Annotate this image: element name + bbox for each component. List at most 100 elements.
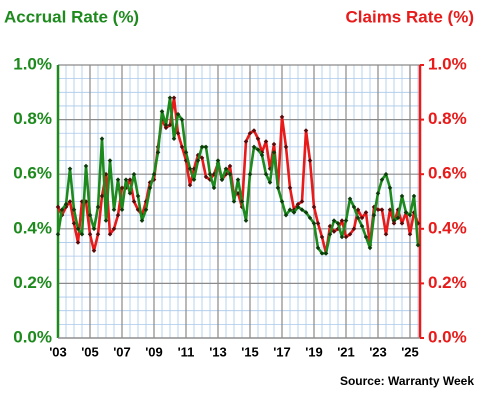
point <box>275 185 281 191</box>
point <box>239 199 245 204</box>
point <box>195 158 201 163</box>
point <box>403 210 409 215</box>
point <box>255 136 261 142</box>
point <box>211 185 217 191</box>
point <box>103 218 109 223</box>
point <box>75 240 81 245</box>
x-tick-label: '03 <box>49 344 67 359</box>
point <box>67 166 73 172</box>
point <box>175 111 181 117</box>
point <box>379 177 385 182</box>
point <box>271 150 277 155</box>
point <box>107 231 113 237</box>
point <box>387 185 393 191</box>
point <box>323 251 329 256</box>
point <box>99 193 105 199</box>
y-tick-label: 0.8% <box>13 109 52 128</box>
point <box>187 166 193 172</box>
point <box>55 204 61 210</box>
point <box>135 193 141 199</box>
point <box>399 193 405 199</box>
point <box>351 204 357 210</box>
point <box>399 221 405 226</box>
point <box>255 147 261 152</box>
source-note: Source: Warranty Week <box>340 374 474 388</box>
point <box>147 185 153 191</box>
y-axis-label: Accrual Rate (%) <box>4 7 139 26</box>
point <box>407 212 413 218</box>
point <box>103 171 109 177</box>
point <box>351 226 357 232</box>
point <box>319 251 325 256</box>
point <box>391 218 397 223</box>
x-tick-label: '13 <box>209 344 227 359</box>
x-tick-label: '07 <box>113 344 131 359</box>
point <box>75 226 81 232</box>
point <box>287 207 293 212</box>
point <box>331 218 337 223</box>
point <box>331 229 337 234</box>
point <box>243 139 249 144</box>
point <box>111 207 117 212</box>
point <box>247 171 253 177</box>
point <box>131 171 137 177</box>
point <box>91 226 97 232</box>
point <box>95 204 101 210</box>
point <box>71 207 77 212</box>
point <box>267 180 273 185</box>
x-tick-label: '17 <box>273 344 291 359</box>
point <box>127 191 133 196</box>
point <box>167 122 173 128</box>
point <box>295 204 301 210</box>
point <box>163 122 169 128</box>
point <box>87 212 93 218</box>
point <box>303 128 309 133</box>
point <box>251 144 257 150</box>
y-tick-label: 0.0% <box>13 327 52 346</box>
point <box>119 207 125 212</box>
point <box>83 163 89 169</box>
x-tick-label: '05 <box>81 344 99 359</box>
point <box>79 231 85 237</box>
point <box>99 136 105 142</box>
y2-tick-label: 0.2% <box>428 273 467 292</box>
y2-tick-label: 0.8% <box>428 109 467 128</box>
y2-axis-label: Claims Rate (%) <box>346 7 474 26</box>
y-tick-label: 0.4% <box>13 218 52 237</box>
point <box>175 130 181 136</box>
point <box>199 155 205 161</box>
point <box>107 158 113 163</box>
point <box>283 212 289 218</box>
point <box>111 226 117 232</box>
point <box>287 185 293 191</box>
point <box>91 248 97 253</box>
point <box>67 199 73 204</box>
point <box>327 231 333 237</box>
point <box>231 199 237 204</box>
point <box>391 221 397 226</box>
y-tick-label: 0.2% <box>13 273 52 292</box>
point <box>263 171 269 177</box>
point <box>339 234 345 240</box>
point <box>347 196 353 202</box>
point <box>151 171 157 177</box>
point <box>295 201 301 207</box>
x-tick-label: '25 <box>401 344 419 359</box>
point <box>315 245 321 251</box>
point <box>379 207 385 212</box>
point <box>383 171 389 177</box>
point <box>119 185 125 191</box>
point <box>359 223 365 229</box>
point <box>291 210 297 215</box>
y-tick-label: 0.6% <box>13 164 52 183</box>
point <box>311 221 317 226</box>
point <box>187 182 193 188</box>
point <box>227 163 233 169</box>
point <box>415 242 421 248</box>
point <box>307 158 313 163</box>
point <box>355 215 361 221</box>
y2-tick-label: 1.0% <box>428 54 467 73</box>
point <box>87 231 93 237</box>
point <box>271 141 277 147</box>
